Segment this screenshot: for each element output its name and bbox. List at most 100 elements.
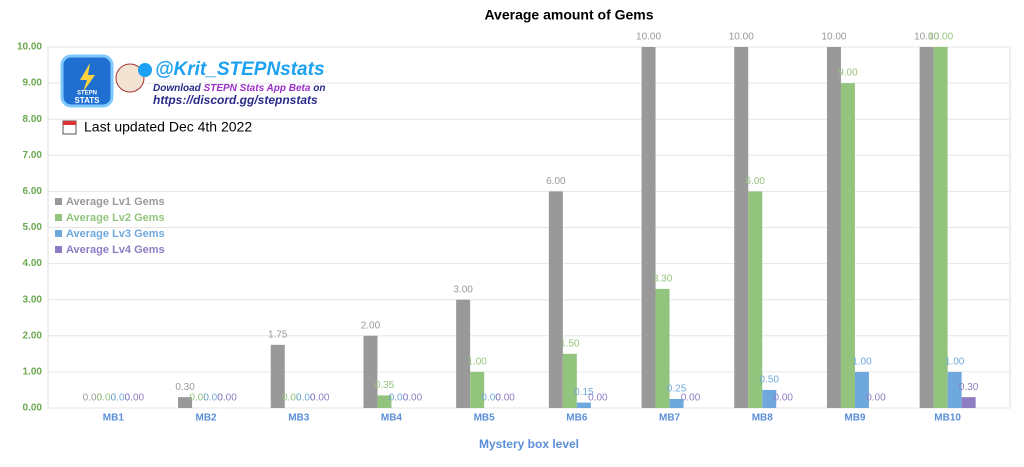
- value-label: 6.00: [746, 176, 766, 187]
- value-label: 0.00: [588, 393, 608, 404]
- x-tick-label: MB6: [566, 413, 588, 424]
- value-label: 9.00: [838, 68, 858, 79]
- bar: [562, 353, 577, 408]
- y-tick-label: 2.00: [23, 330, 43, 341]
- value-label: 1.00: [467, 357, 487, 368]
- value-label: 0.00: [866, 393, 886, 404]
- bar: [470, 371, 485, 408]
- value-label: 10.00: [928, 32, 953, 43]
- value-label: 0.00: [203, 393, 223, 404]
- value-label: 0.00: [495, 393, 515, 404]
- calendar-top: [63, 121, 76, 125]
- y-tick-label: 1.00: [23, 367, 43, 378]
- value-label: 1.00: [945, 357, 965, 368]
- value-label: 0.15: [574, 387, 594, 398]
- bar: [826, 47, 841, 408]
- bar: [576, 402, 591, 408]
- logo-text: STEPN: [77, 91, 97, 97]
- legend-label: Average Lv2 Gems: [66, 212, 165, 224]
- bar: [641, 47, 656, 408]
- updated: Last updated Dec 4th 2022: [84, 119, 252, 135]
- bar: [947, 371, 962, 408]
- value-label: 0.00: [403, 393, 423, 404]
- avatar: [115, 63, 145, 93]
- value-label: 10.00: [914, 32, 939, 43]
- bar: [734, 47, 749, 408]
- x-tick-label: MB4: [381, 413, 403, 424]
- download-text: Download STEPN Stats App Beta on: [153, 83, 325, 94]
- logo-bolt: [80, 63, 95, 92]
- y-tick-label: 0.00: [23, 403, 43, 414]
- value-label: 0.00: [125, 393, 145, 404]
- download-part: Download: [153, 83, 204, 94]
- y-tick-label: 8.00: [23, 114, 43, 125]
- x-tick-label: MB5: [474, 413, 496, 424]
- value-label: 3.00: [453, 284, 473, 295]
- value-label: 1.00: [852, 357, 872, 368]
- bar: [919, 47, 934, 408]
- x-tick-label: MB10: [934, 413, 961, 424]
- bird-icon: [138, 63, 152, 77]
- legend-swatch: [55, 230, 62, 237]
- value-label: 0.25: [667, 384, 687, 395]
- value-label: 0.00: [83, 393, 103, 404]
- download-app: STEPN Stats App Beta: [204, 83, 311, 94]
- legend-swatch: [55, 246, 62, 253]
- bar: [377, 395, 392, 408]
- y-tick-label: 3.00: [23, 294, 43, 305]
- value-label: 1.75: [268, 329, 288, 340]
- legend-label: Average Lv1 Gems: [66, 196, 165, 208]
- branding: STEPN STATS @Krit_STEPNstats Download ST…: [60, 54, 325, 135]
- download-part: on: [310, 83, 325, 94]
- bar: [655, 288, 670, 408]
- value-label: 0.00: [681, 393, 701, 404]
- x-tick-label: MB9: [844, 413, 866, 424]
- link: https://discord.gg/stepnstats: [153, 93, 318, 107]
- legend-swatch: [55, 214, 62, 221]
- y-tick-label: 7.00: [23, 150, 43, 161]
- value-label: 0.00: [97, 393, 117, 404]
- value-label: 10.00: [821, 32, 846, 43]
- y-tick-label: 10.00: [17, 42, 42, 53]
- value-label: 10.00: [636, 32, 661, 43]
- x-axis-label: Mystery box level: [479, 437, 579, 451]
- value-label: 0.00: [296, 393, 316, 404]
- y-tick-label: 9.00: [23, 78, 43, 89]
- value-label: 0.00: [189, 393, 209, 404]
- legend-swatch: [55, 198, 62, 205]
- value-label: 0.00: [389, 393, 409, 404]
- value-label: 6.00: [546, 176, 566, 187]
- value-label: 0.50: [760, 375, 780, 386]
- x-tick-label: MB8: [752, 413, 774, 424]
- y-tick-label: 5.00: [23, 222, 43, 233]
- value-label: 0.00: [217, 393, 237, 404]
- handle: @Krit_STEPNstats: [155, 59, 325, 80]
- x-tick-label: MB3: [288, 413, 310, 424]
- value-label: 10.00: [729, 32, 754, 43]
- value-label: 0.00: [310, 393, 330, 404]
- logo-text: STATS: [74, 96, 100, 105]
- value-label: 0.00: [282, 393, 302, 404]
- x-tick-label: MB1: [103, 413, 125, 424]
- value-label: 0.00: [774, 393, 794, 404]
- value-label: 3.30: [653, 274, 673, 285]
- value-label: 0.30: [959, 382, 979, 393]
- x-tick-label: MB2: [195, 413, 217, 424]
- bar: [840, 83, 855, 408]
- bar: [270, 344, 285, 408]
- y-tick-label: 6.00: [23, 186, 43, 197]
- bar: [363, 335, 378, 408]
- value-label: 0.30: [175, 382, 195, 393]
- legend-label: Average Lv4 Gems: [66, 244, 165, 256]
- bar: [762, 389, 777, 408]
- bar: [854, 371, 869, 408]
- legend-label: Average Lv3 Gems: [66, 228, 165, 240]
- bar: [961, 397, 976, 408]
- bar: [456, 299, 471, 408]
- value-label: 1.50: [560, 338, 580, 349]
- value-label: 0.35: [375, 380, 395, 391]
- bar: [548, 191, 563, 408]
- value-label: 0.00: [481, 393, 501, 404]
- value-label: 0.00: [111, 393, 131, 404]
